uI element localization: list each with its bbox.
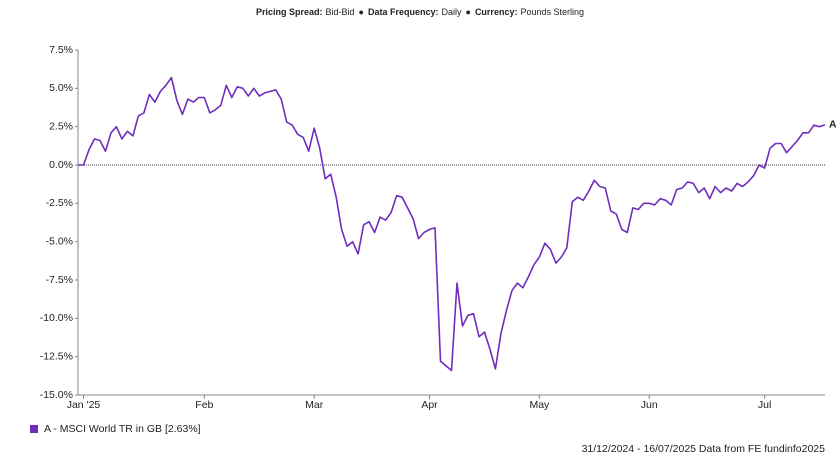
x-tick-label: Feb	[195, 399, 213, 411]
header-separator: ●	[466, 7, 471, 17]
x-tick-label: Jul	[758, 399, 771, 411]
y-tick-label: -2.5%	[46, 197, 73, 209]
chart-header: Pricing Spread: Bid-Bid ● Data Frequency: Da…	[256, 7, 584, 17]
series-line	[78, 76, 826, 372]
header-label: Data Frequency:	[368, 7, 439, 17]
legend-label: A - MSCI World TR in GB [2.63%]	[44, 423, 201, 435]
x-tick-label: May	[529, 399, 550, 411]
y-tick-label: 5.0%	[49, 82, 73, 94]
y-tick-label: -10.0%	[40, 312, 73, 324]
y-tick-label: 0.0%	[49, 159, 73, 171]
y-tick-label: -15.0%	[40, 389, 73, 401]
x-tick-label: Mar	[305, 399, 324, 411]
y-tick-label: 2.5%	[49, 120, 73, 132]
header-value: Bid-Bid	[326, 7, 355, 17]
footer: 31/12/2024 - 16/07/2025 Data from FE fun…	[582, 443, 826, 455]
header-label: Pricing Spread:	[256, 7, 323, 17]
x-tick-label: Jan '25	[67, 399, 101, 411]
x-tick-label: Apr	[421, 399, 438, 411]
header-value: Daily	[441, 7, 462, 17]
y-tick-label: -12.5%	[40, 350, 73, 362]
x-tick-label: Jun	[641, 399, 658, 411]
y-tick-label: -7.5%	[46, 274, 73, 286]
header-label: Currency:	[475, 7, 518, 17]
header-separator: ●	[359, 7, 364, 17]
y-tick-label: 7.5%	[49, 44, 73, 56]
end-label: A	[829, 118, 837, 130]
y-tick-label: -5.0%	[46, 235, 73, 247]
legend-swatch	[30, 425, 38, 433]
header-value: Pounds Sterling	[520, 7, 584, 17]
